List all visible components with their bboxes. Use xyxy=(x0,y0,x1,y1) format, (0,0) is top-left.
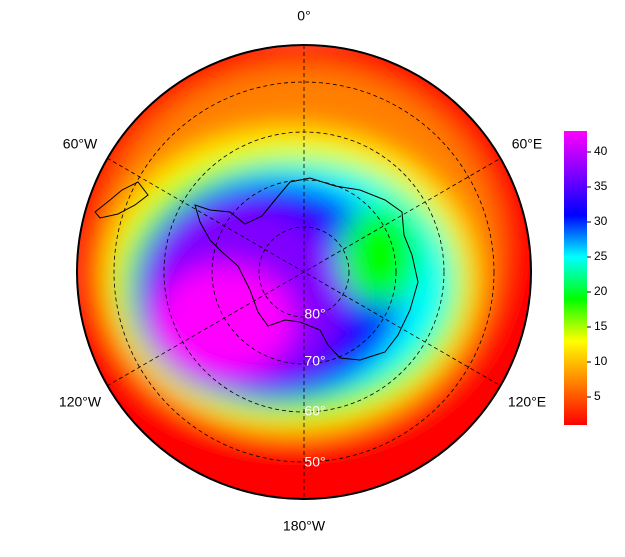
colorbar-tick-label: 35 xyxy=(594,179,608,193)
colorbar-tick-label: 25 xyxy=(594,249,608,263)
south-america-tip xyxy=(94,181,149,219)
latitude-label: 60° xyxy=(304,403,325,419)
colorbar-tick-label: 20 xyxy=(594,284,608,298)
colorbar-tick-label: 15 xyxy=(594,319,608,333)
antarctica-coastline xyxy=(194,177,419,361)
colorbar xyxy=(564,131,587,425)
longitude-label: 60°E xyxy=(512,136,543,152)
graticule xyxy=(106,45,502,499)
latitude-label: 50° xyxy=(304,454,325,470)
colorbar-tick-label: 40 xyxy=(594,144,608,158)
longitude-label: 0° xyxy=(297,8,310,24)
longitude-label: 60°W xyxy=(63,136,98,152)
longitude-label: 180°W xyxy=(283,518,326,534)
latitude-label: 80° xyxy=(304,306,325,322)
field-band xyxy=(155,265,295,375)
map-border xyxy=(76,44,532,500)
latitude-label: 70° xyxy=(304,353,325,369)
colorbar-tick-label: 10 xyxy=(594,354,608,368)
colorbar-tick-label: 5 xyxy=(594,389,601,403)
colorbar-tick-label: 30 xyxy=(594,214,608,228)
longitude-label: 120°E xyxy=(508,394,546,410)
ozone-field xyxy=(77,45,531,499)
longitude-label: 120°W xyxy=(59,394,102,410)
field-band xyxy=(340,205,420,305)
